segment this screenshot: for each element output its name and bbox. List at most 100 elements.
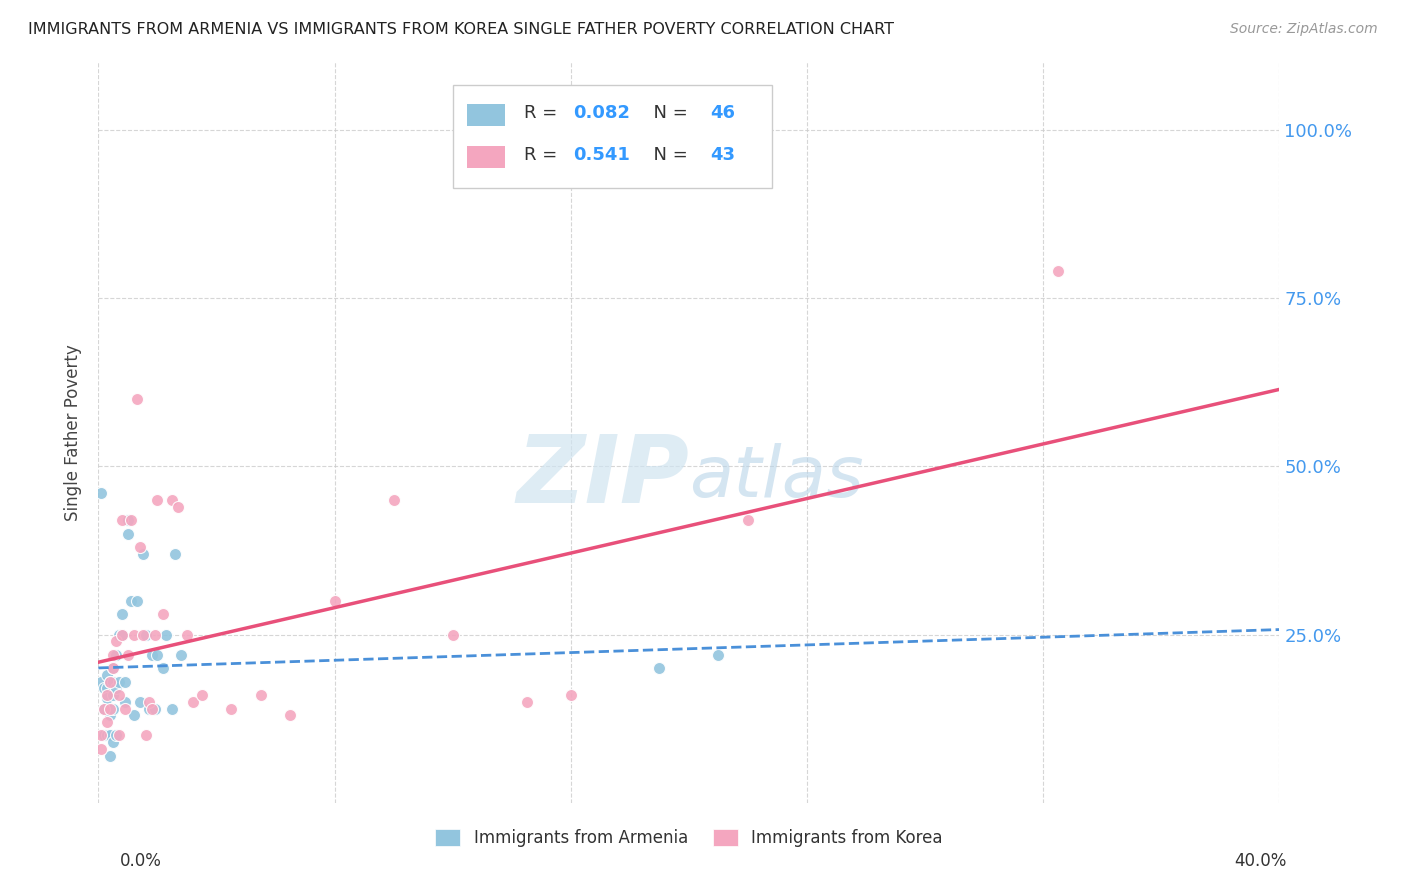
Point [93,681,115,696]
Point [96,729,118,743]
Text: R =: R = [523,103,562,122]
FancyBboxPatch shape [453,85,772,188]
Point [105,634,128,648]
Point [143,701,166,715]
Point [93,729,115,743]
Point [516,695,538,709]
Point [103,674,125,689]
Point [441,627,464,641]
Point [98,674,121,689]
Point [146,648,169,662]
Point [162,492,183,507]
Point [146,492,169,507]
Point [96,688,118,702]
Point [120,594,142,608]
Point [117,513,139,527]
Point [117,648,139,662]
Point [132,547,155,561]
Point [707,648,730,662]
Point [105,648,128,662]
Point [125,392,148,406]
Point [98,708,121,723]
Point [103,735,125,749]
Point [114,701,136,715]
Point [155,627,177,641]
Point [167,500,190,514]
Point [152,661,174,675]
Point [90,729,112,743]
Text: Source: ZipAtlas.com: Source: ZipAtlas.com [1230,22,1378,37]
Point [96,681,118,696]
Point [103,661,125,675]
Point [103,688,125,702]
Point [737,513,759,527]
Point [221,701,243,715]
Point [111,627,134,641]
Point [117,526,139,541]
Point [108,729,131,743]
Point [98,701,121,715]
Text: 0.541: 0.541 [574,146,630,164]
Point [105,729,128,743]
Text: 40.0%: 40.0% [1234,852,1286,870]
Point [132,627,155,641]
Point [181,695,204,709]
Point [1046,264,1070,278]
Point [143,627,166,641]
Text: 46: 46 [710,103,735,122]
Text: 0.0%: 0.0% [120,852,162,870]
Point [191,688,214,702]
Point [96,714,118,729]
Point [98,748,121,763]
Point [111,513,134,527]
Point [152,607,174,622]
FancyBboxPatch shape [467,146,505,169]
FancyBboxPatch shape [467,103,505,126]
Text: R =: R = [523,146,562,164]
Point [120,513,142,527]
Point [96,668,118,682]
Point [103,661,125,675]
Point [93,701,115,715]
Point [382,492,405,507]
Point [141,701,163,715]
Point [323,594,346,608]
Point [103,648,125,662]
Text: 0.082: 0.082 [574,103,630,122]
Point [103,701,125,715]
Point [135,627,157,641]
Point [125,594,148,608]
Legend: Immigrants from Armenia, Immigrants from Korea: Immigrants from Armenia, Immigrants from… [429,822,949,854]
Point [122,708,145,723]
Point [98,729,121,743]
Text: N =: N = [641,146,693,164]
Point [111,607,134,622]
Point [96,691,118,706]
Point [170,648,193,662]
Point [90,674,112,689]
Point [108,674,131,689]
Point [93,701,115,715]
Point [128,540,150,554]
Point [138,695,160,709]
Point [165,547,187,561]
Point [176,627,198,641]
Point [114,695,136,709]
Text: IMMIGRANTS FROM ARMENIA VS IMMIGRANTS FROM KOREA SINGLE FATHER POVERTY CORRELATI: IMMIGRANTS FROM ARMENIA VS IMMIGRANTS FR… [28,22,894,37]
Text: 43: 43 [710,146,735,164]
Point [98,674,121,689]
Point [560,688,582,702]
Point [280,708,302,723]
Point [128,695,150,709]
Point [122,627,145,641]
Point [648,661,671,675]
Point [135,729,157,743]
Point [90,486,112,500]
Point [162,701,183,715]
Point [108,688,131,702]
Text: atlas: atlas [689,442,863,511]
Y-axis label: Single Father Poverty: Single Father Poverty [65,344,83,521]
Text: N =: N = [641,103,693,122]
Point [141,648,163,662]
Point [250,688,273,702]
